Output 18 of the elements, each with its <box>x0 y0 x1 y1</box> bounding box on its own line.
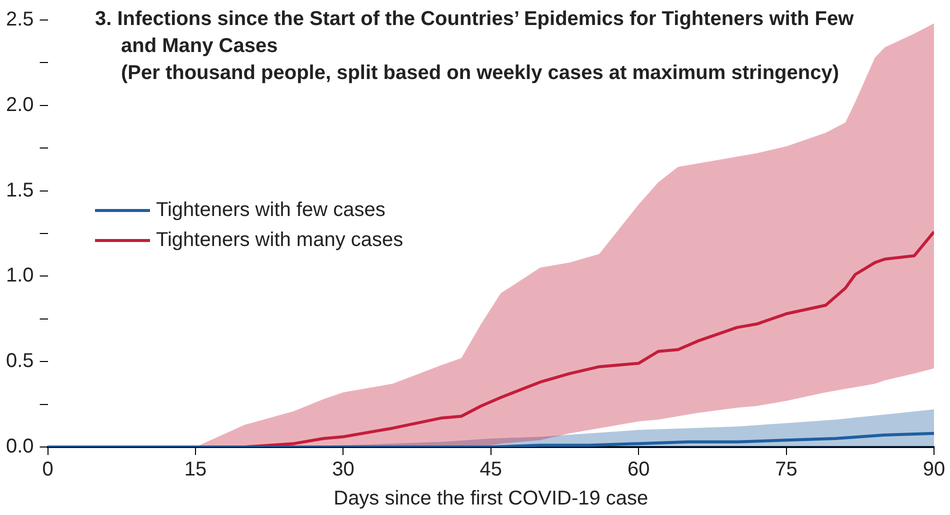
text: (Per thousand people, split based on weekly cases at maximum stringency) <box>121 61 840 86</box>
y-tick-label: 1.0 <box>6 264 34 287</box>
chart-title: 3. Infections since the Start of the Countries’ Epidemics for Tighteners with Few and Many Cases <box>95 8 854 57</box>
y-tick-label: 0.0 <box>6 436 34 458</box>
legend-label: Tighteners with few cases <box>156 198 386 222</box>
x-tick-label: 60 <box>627 458 650 481</box>
y-tick-label: 1.5 <box>6 179 34 202</box>
x-tick-label: 90 <box>922 458 946 481</box>
x-axis-title: Days since the first COVID-19 case <box>334 488 648 510</box>
y-tick-label: 0.5 <box>6 350 34 372</box>
x-tick-label: 0 <box>42 458 54 481</box>
y-tick-label: 2.5 <box>6 8 34 31</box>
legend-label: Tighteners with many cases <box>156 228 404 252</box>
x-tick-label: 75 <box>775 458 798 481</box>
y-tick-label: 2.0 <box>6 94 34 116</box>
x-tick-label: 45 <box>480 458 502 481</box>
x-tick-label: 15 <box>184 458 207 481</box>
x-tick-label: 30 <box>332 458 354 481</box>
